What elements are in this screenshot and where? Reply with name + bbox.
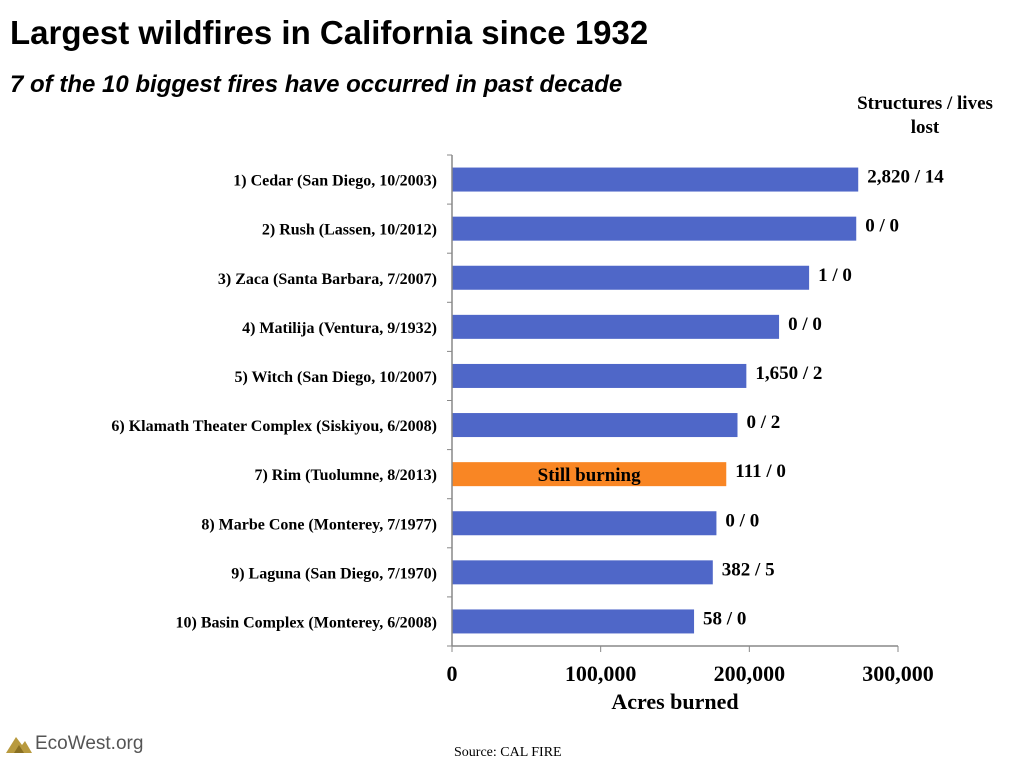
category-label: 10) Basin Complex (Monterey, 6/2008) bbox=[176, 614, 437, 631]
bar bbox=[452, 314, 780, 339]
chart-title: Largest wildfires in California since 19… bbox=[10, 14, 649, 51]
category-label: 3) Zaca (Santa Barbara, 7/2007) bbox=[218, 271, 437, 288]
ecowest-brand: EcoWest.org bbox=[6, 733, 143, 755]
bar bbox=[452, 413, 738, 438]
data-label: 111 / 0 bbox=[735, 461, 786, 482]
category-label: 1) Cedar (San Diego, 10/2003) bbox=[233, 173, 437, 190]
category-label: 6) Klamath Theater Complex (Siskiyou, 6/… bbox=[111, 418, 437, 435]
bar bbox=[452, 265, 810, 290]
data-label: 1,650 / 2 bbox=[755, 363, 822, 384]
data-label: 2,820 / 14 bbox=[867, 167, 944, 188]
chart-subtitle: 7 of the 10 biggest fires have occurred … bbox=[10, 71, 623, 98]
source-note: Source: CAL FIRE bbox=[454, 745, 562, 760]
category-label: 5) Witch (San Diego, 10/2007) bbox=[234, 369, 437, 386]
mountain-logo-icon bbox=[6, 737, 32, 753]
category-label: 7) Rim (Tuolumne, 8/2013) bbox=[254, 467, 437, 484]
still-burning-label: Still burning bbox=[538, 465, 641, 486]
x-tick-label: 300,000 bbox=[862, 661, 934, 686]
x-axis-title: Acres burned bbox=[611, 689, 738, 714]
bar bbox=[452, 511, 717, 536]
data-label: 58 / 0 bbox=[703, 608, 746, 629]
category-label: 8) Marbe Cone (Monterey, 7/1977) bbox=[201, 516, 437, 533]
data-label: 382 / 5 bbox=[722, 559, 775, 580]
bar bbox=[452, 609, 695, 634]
data-label: 1 / 0 bbox=[818, 265, 852, 286]
x-tick-label: 100,000 bbox=[565, 661, 637, 686]
category-label: 4) Matilija (Ventura, 9/1932) bbox=[242, 320, 437, 337]
bar bbox=[452, 216, 857, 241]
data-label: 0 / 2 bbox=[746, 412, 780, 433]
category-label: 2) Rush (Lassen, 10/2012) bbox=[262, 222, 437, 239]
data-label: 0 / 0 bbox=[788, 314, 822, 335]
x-tick-label: 0 bbox=[447, 661, 458, 686]
bar bbox=[452, 167, 859, 192]
brand-name: EcoWest.org bbox=[35, 733, 144, 754]
bar bbox=[452, 363, 747, 388]
data-label: 0 / 0 bbox=[865, 216, 899, 237]
x-tick-label: 200,000 bbox=[714, 661, 786, 686]
bar bbox=[452, 560, 713, 585]
category-label: 9) Laguna (San Diego, 7/1970) bbox=[231, 565, 437, 582]
bar-highlight bbox=[452, 462, 727, 487]
data-label: 0 / 0 bbox=[725, 510, 759, 531]
annotation-header-line-1: Structures / lives bbox=[857, 93, 993, 114]
annotation-header-line-2: lost bbox=[911, 117, 940, 138]
